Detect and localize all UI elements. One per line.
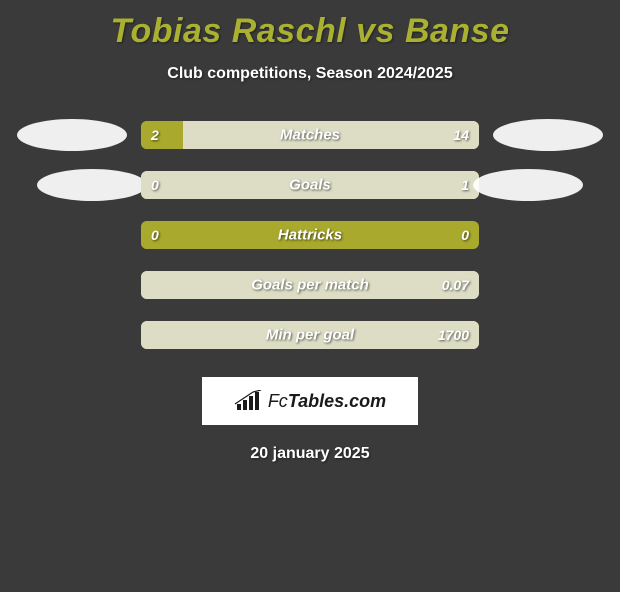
value-a: 0 [151, 227, 159, 243]
value-a: 0 [151, 177, 159, 193]
stat-row-min-per-goal: 1700 Min per goal [0, 319, 620, 351]
stat-bar-min-per-goal: 1700 Min per goal [141, 321, 479, 349]
date-line: 20 january 2025 [0, 445, 620, 463]
stat-bar-goals: 0 1 Goals [141, 171, 479, 199]
value-b: 1 [461, 177, 469, 193]
stat-label: Min per goal [266, 327, 354, 344]
spacer [17, 319, 127, 351]
stat-bar-goals-per-match: 0.07 Goals per match [141, 271, 479, 299]
spacer [493, 219, 603, 251]
chart-icon [234, 390, 264, 412]
stat-row-hattricks: 0 0 Hattricks [0, 219, 620, 251]
stat-label: Goals per match [251, 277, 369, 294]
bar-fill-a [141, 121, 183, 149]
stat-label: Hattricks [278, 227, 342, 244]
stat-bar-matches: 2 14 Matches [141, 121, 479, 149]
subtitle: Club competitions, Season 2024/2025 [0, 65, 620, 83]
stat-row-goals: 0 1 Goals [0, 169, 620, 201]
comparison-chart: 2 14 Matches 0 1 Goals 0 0 Hattricks 0.07 Goals pe… [0, 119, 620, 351]
value-b: 1700 [438, 327, 469, 343]
value-a: 2 [151, 127, 159, 143]
stat-row-matches: 2 14 Matches [0, 119, 620, 151]
stat-label: Goals [289, 177, 331, 194]
player-b-badge [473, 169, 583, 201]
value-b: 14 [453, 127, 469, 143]
player-b-badge [493, 119, 603, 151]
stat-bar-hattricks: 0 0 Hattricks [141, 221, 479, 249]
stat-row-goals-per-match: 0.07 Goals per match [0, 269, 620, 301]
stat-label: Matches [280, 127, 340, 144]
player-a-badge [37, 169, 147, 201]
spacer [17, 269, 127, 301]
logo-box: FcTables.com [202, 377, 418, 425]
spacer [17, 219, 127, 251]
page-title: Tobias Raschl vs Banse [0, 12, 620, 51]
value-b: 0.07 [442, 277, 469, 293]
spacer [493, 269, 603, 301]
spacer [493, 319, 603, 351]
value-b: 0 [461, 227, 469, 243]
logo-text: FcTables.com [268, 391, 386, 412]
player-a-badge [17, 119, 127, 151]
